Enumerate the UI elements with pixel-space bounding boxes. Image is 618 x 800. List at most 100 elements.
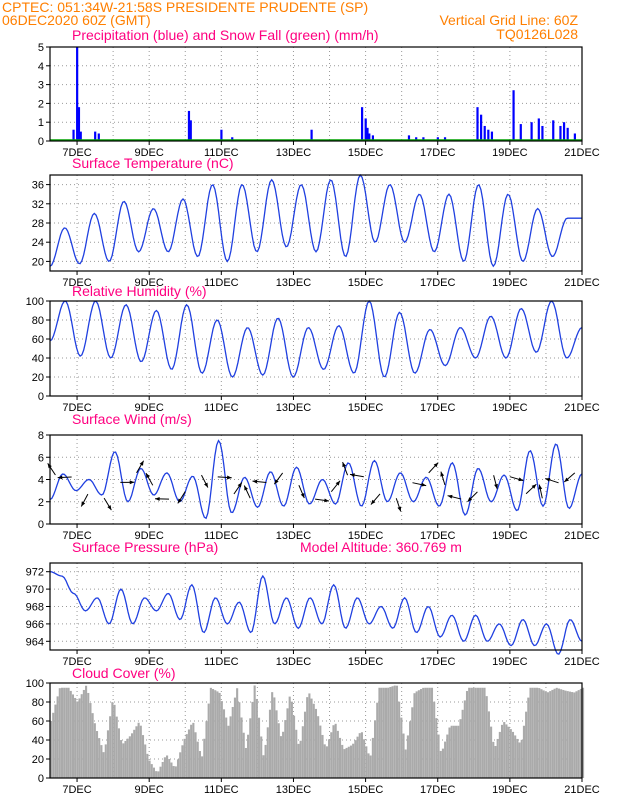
precip-bar [72,129,75,141]
cloud-bar [529,687,532,778]
wind-arrow-head [421,482,427,487]
x-tick-label: 11DEC [204,656,239,668]
cloud-bar [306,697,309,778]
wind-arrow-head [440,471,445,477]
cloud-bar [303,711,307,778]
cloud-bar [557,688,561,778]
cloud-bar [330,732,333,778]
cloud-bar [82,689,85,778]
cloud-bar [389,686,392,778]
cloud-bar [481,687,484,778]
cloud-bar [422,687,425,778]
cloud-bar [577,690,580,778]
y-tick-label: 972 [26,567,44,579]
cloud-bar [74,697,77,778]
cloud-bar [91,713,94,778]
precip-bar [187,110,191,141]
cloud-bar [260,736,263,778]
x-tick-label: 19DEC [492,530,528,542]
cloud-bar [67,687,70,778]
cloud-bar [113,704,116,778]
precip-bar [519,124,522,141]
x-tick-label: 19DEC [492,147,528,159]
wind-arrow-head [226,475,232,480]
cloud-bar [363,739,366,778]
cloud-bar [187,729,191,778]
cloud-bar [102,752,105,778]
cloud-bar [231,706,234,778]
x-tick-label: 17DEC [420,277,456,289]
cloud-bar [345,747,348,778]
cloud-bar [227,725,230,778]
cloud-bar [262,755,265,778]
precip-bar [371,135,375,141]
cloud-bar [120,740,123,778]
cloud-bar [104,744,107,778]
cloud-bar [172,766,175,778]
cloud-bar [555,687,558,778]
cloud-bar [470,687,473,778]
x-tick-label: 19DEC [492,656,528,668]
cloud-bar [549,691,552,778]
x-tick-label: 11DEC [204,784,239,796]
cloud-bar [111,702,114,778]
cloud-bar [409,721,412,778]
cloud-bar [122,743,125,778]
panel-title: Surface Wind (m/s) [72,411,192,427]
cloud-bar [336,730,339,778]
cloud-bar [170,762,173,778]
wind-arrow-head [531,484,537,489]
cloud-bar [338,737,342,778]
precip-bar [368,133,371,141]
y-tick-label: 28 [32,218,44,230]
wind-arrow-head [300,493,305,499]
cloud-bar [435,718,438,778]
cloud-bar [461,709,464,778]
y-tick-label: 20 [32,754,44,766]
cloud-bar [69,690,72,778]
precip-bar [443,137,447,141]
wind-arrow-head [467,497,473,502]
cloud-bar [525,711,528,778]
precip-bar [436,137,439,141]
cloud-bar [448,727,451,778]
precip-bar [480,114,483,141]
wind-arrow-head [237,482,242,488]
cloud-bar [450,725,453,778]
cloud-bar [124,740,127,778]
cloud-bar [295,729,298,778]
cloud-bar [503,722,506,778]
x-tick-label: 9DEC [135,277,164,289]
cloud-bar [58,688,61,778]
y-tick-label: 100 [26,678,44,690]
cloud-bar [50,721,53,778]
cloud-bar [176,759,180,778]
cloud-bar [444,741,447,778]
cloud-bar [455,725,458,778]
cloud-bar [128,736,131,778]
cloud-bar [163,757,166,778]
cloud-bar [507,726,510,778]
cloud-bar [479,687,482,778]
cloud-bar [498,731,501,778]
cloud-bar [334,723,337,778]
cloud-bar [476,687,480,778]
y-tick-label: 80 [32,697,44,709]
cloud-bar [509,729,512,778]
panel-5: Cloud Cover (%) 0 20 40 60 80 100 7DEC 9DEC 11DEC… [26,665,600,796]
cloud-bar [152,767,155,778]
x-tick-label: 17DEC [420,402,456,414]
wind-arrow-head [177,498,182,504]
cloud-bar [459,719,462,778]
x-tick-label: 21DEC [564,530,600,542]
x-tick-label: 7DEC [62,784,91,796]
wind-arrow-head [145,473,150,479]
precip-bar [94,131,97,141]
cloud-bar [78,698,81,778]
cloud-bar [500,724,504,778]
x-tick-label: 21DEC [564,402,600,414]
y-tick-label: 966 [26,619,44,631]
cloud-bar [242,732,245,778]
cloud-bar [319,725,322,778]
cloud-bar [159,766,162,778]
